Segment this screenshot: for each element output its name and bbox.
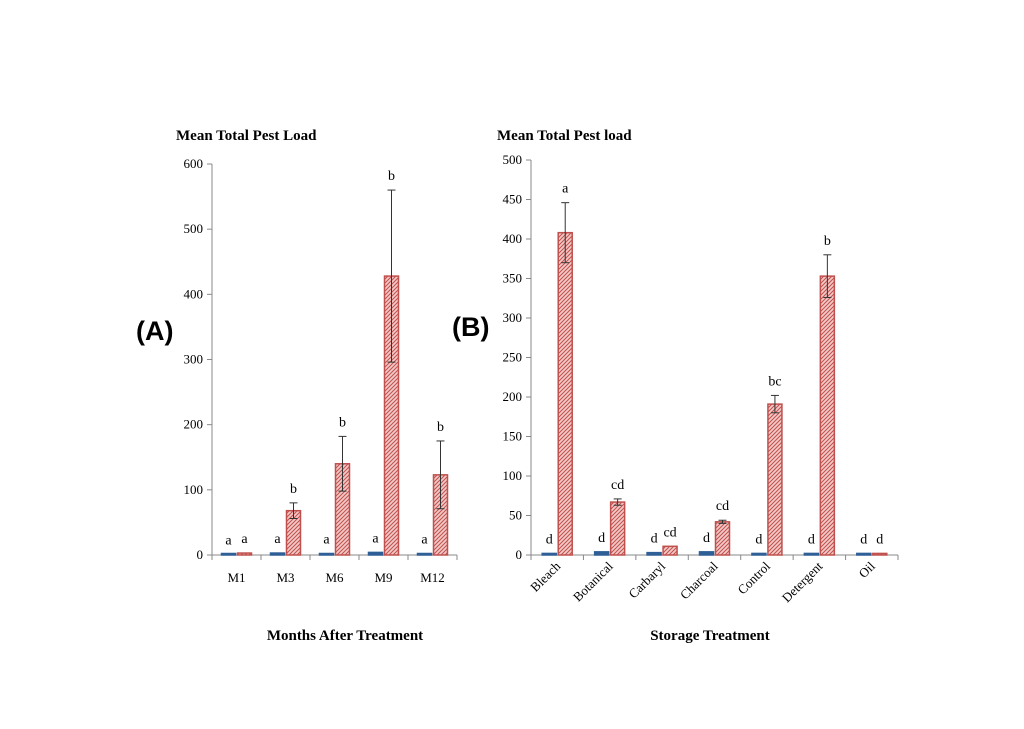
significance-label: a — [562, 182, 569, 197]
category-label: Oil — [856, 558, 879, 581]
bar-series-2 — [872, 552, 888, 556]
category-label: M1 — [227, 570, 245, 585]
category-label: M3 — [276, 570, 294, 585]
category-label: Detergent — [779, 558, 826, 605]
significance-label: d — [546, 532, 553, 547]
significance-label: a — [323, 533, 330, 548]
bar-series-2 — [767, 403, 783, 556]
y-tick-label: 100 — [503, 468, 523, 483]
category-label: Bleach — [527, 558, 563, 594]
significance-label: d — [860, 532, 867, 547]
y-tick-label: 450 — [503, 192, 523, 207]
panel-a-label: (A) — [136, 316, 173, 346]
category-label: Charcoal — [677, 558, 721, 602]
bar-series-1 — [856, 552, 872, 556]
significance-label: a — [241, 532, 248, 547]
y-tick-label: 300 — [184, 352, 204, 367]
bar-series-1 — [269, 552, 286, 556]
category-label: M9 — [374, 570, 392, 585]
y-tick-label: 250 — [503, 350, 523, 365]
bar-series-2 — [714, 521, 731, 556]
bar-series-1 — [541, 552, 557, 556]
category-label: Botanical — [570, 558, 616, 604]
chart-a: Mean Total Pest Load Months After Treatm… — [176, 128, 458, 644]
y-tick-label: 400 — [503, 231, 523, 246]
y-tick-label: 0 — [516, 547, 523, 562]
y-tick-label: 200 — [184, 417, 204, 432]
bar-series-1 — [698, 551, 715, 556]
category-label: Control — [734, 558, 773, 597]
significance-label: d — [808, 532, 815, 547]
category-label: Carbaryl — [625, 558, 668, 601]
significance-label: d — [598, 531, 605, 546]
significance-label: cd — [716, 499, 729, 514]
y-tick-label: 0 — [197, 547, 204, 562]
significance-label: d — [876, 532, 883, 547]
y-tick-label: 600 — [184, 156, 204, 171]
significance-label: d — [651, 532, 658, 547]
significance-label: b — [824, 234, 831, 249]
significance-label: b — [339, 415, 346, 430]
bar-series-2 — [609, 501, 626, 556]
significance-label: d — [703, 531, 710, 546]
bar-series-2 — [819, 275, 836, 556]
chart-a-xlabel: Months After Treatment — [267, 628, 423, 644]
significance-label: b — [290, 482, 297, 497]
y-tick-label: 500 — [503, 152, 523, 167]
bar-series-2 — [557, 231, 573, 556]
significance-label: bc — [768, 374, 781, 389]
chart-b-xlabel: Storage Treatment — [650, 628, 770, 644]
significance-label: a — [372, 531, 379, 546]
significance-label: cd — [663, 525, 676, 540]
y-tick-label: 100 — [184, 482, 204, 497]
bar-series-1 — [367, 551, 384, 556]
significance-label: d — [755, 532, 762, 547]
panel-b-label: (B) — [452, 312, 489, 342]
y-tick-label: 50 — [509, 508, 522, 523]
significance-label: b — [388, 169, 395, 184]
bar-series-1 — [803, 552, 820, 556]
bar-series-1 — [416, 552, 433, 556]
category-label: M6 — [325, 570, 344, 585]
bar-series-1 — [220, 552, 237, 556]
chart-b-title: Mean Total Pest load — [497, 128, 632, 144]
significance-label: a — [225, 533, 232, 548]
bar-series-2 — [662, 545, 678, 556]
bar-series-1 — [751, 552, 767, 556]
chart-a-title: Mean Total Pest Load — [176, 128, 317, 144]
significance-label: a — [421, 533, 428, 548]
significance-label: a — [274, 532, 281, 547]
category-label: M12 — [420, 570, 445, 585]
significance-label: b — [437, 420, 444, 435]
y-tick-label: 350 — [503, 271, 523, 286]
significance-label: cd — [611, 478, 624, 493]
y-tick-label: 150 — [503, 429, 523, 444]
y-tick-label: 300 — [503, 310, 523, 325]
bar-series-1 — [593, 551, 610, 556]
bar-series-2 — [236, 552, 253, 556]
y-tick-label: 200 — [503, 389, 523, 404]
bar-series-1 — [646, 551, 662, 556]
y-tick-label: 400 — [184, 286, 204, 301]
y-tick-label: 500 — [184, 221, 204, 236]
chart-b: Mean Total Pest load Storage Treatment 0… — [497, 128, 899, 644]
bar-series-1 — [318, 552, 335, 556]
